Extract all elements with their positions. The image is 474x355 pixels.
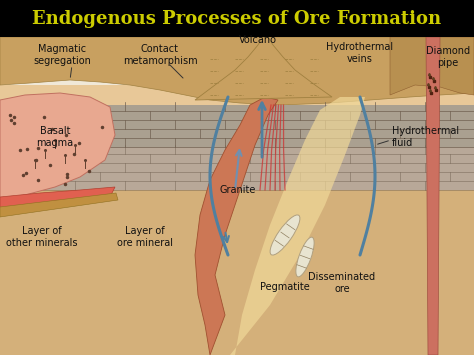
Ellipse shape [296, 237, 314, 277]
Text: Disseminated
ore: Disseminated ore [309, 272, 375, 294]
Text: Hydrothermal
veins: Hydrothermal veins [327, 42, 393, 64]
Bar [0, 105, 474, 147]
Bar [0, 0, 474, 37]
Ellipse shape [270, 215, 300, 255]
Text: Magmatic
segregation: Magmatic segregation [33, 44, 91, 66]
Polygon shape [195, 97, 278, 355]
Text: Basalt
magma: Basalt magma [36, 126, 73, 148]
Text: Volcano: Volcano [239, 35, 277, 45]
Bar [0, 147, 474, 190]
Text: Diamond
pipe: Diamond pipe [426, 46, 470, 68]
Text: Layer of
ore mineral: Layer of ore mineral [117, 226, 173, 248]
Text: Hydrothermal
fluid: Hydrothermal fluid [392, 126, 459, 148]
Text: Layer of
other minerals: Layer of other minerals [6, 226, 78, 248]
Text: Endogenous Processes of Ore Formation: Endogenous Processes of Ore Formation [32, 10, 442, 28]
Polygon shape [390, 37, 474, 95]
Polygon shape [0, 37, 474, 105]
Bar [0, 37, 474, 355]
Polygon shape [0, 193, 118, 217]
Polygon shape [230, 97, 365, 355]
Bar [0, 190, 474, 355]
Polygon shape [195, 37, 332, 100]
Bar [0, 105, 474, 147]
Text: Granite: Granite [220, 185, 256, 195]
Polygon shape [426, 37, 440, 355]
Polygon shape [0, 187, 115, 215]
Text: Contact
metamorphism: Contact metamorphism [123, 44, 197, 66]
Text: Pegmatite: Pegmatite [260, 282, 310, 292]
Bar [0, 37, 474, 85]
Polygon shape [0, 93, 115, 200]
